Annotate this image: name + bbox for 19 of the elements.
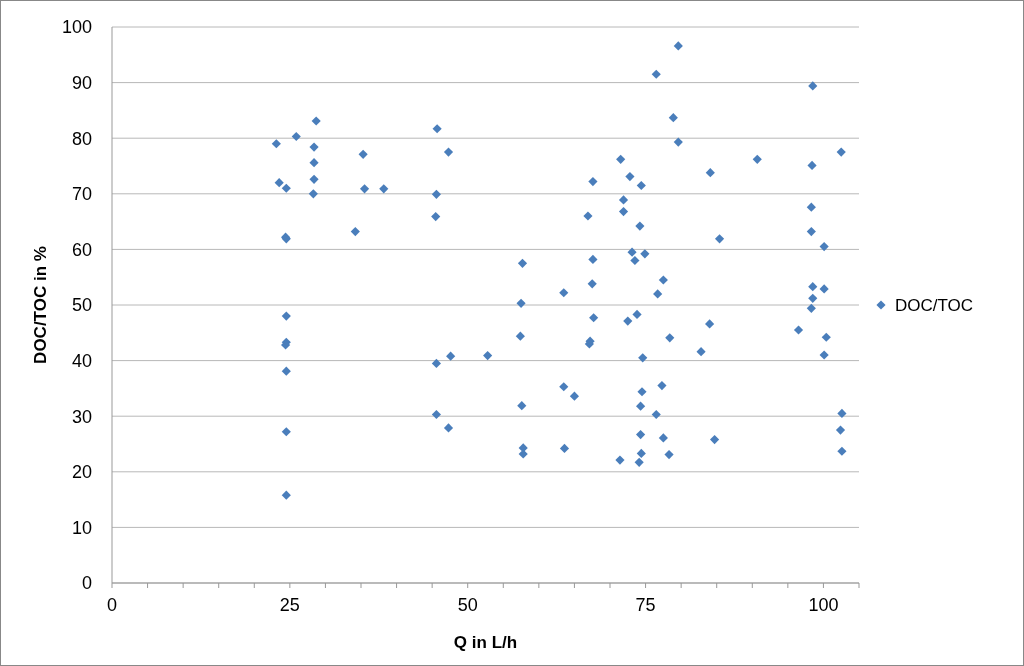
y-tick-label: 0 xyxy=(81,573,92,594)
y-tick-label: 20 xyxy=(71,462,92,483)
x-tick-label: 0 xyxy=(106,595,118,615)
y-tick-label: 40 xyxy=(71,350,92,371)
y-tick-label: 80 xyxy=(71,128,92,149)
y-tick-label: 10 xyxy=(71,517,92,538)
y-tick-label: 60 xyxy=(71,239,92,260)
y-tick-label: 100 xyxy=(61,17,92,38)
x-tick-label: 75 xyxy=(635,595,656,615)
legend-label: DOC/TOC xyxy=(895,295,974,315)
x-axis-title: Q in L/h xyxy=(453,633,518,652)
y-tick-label: 90 xyxy=(71,72,92,93)
y-tick-label: 50 xyxy=(71,295,92,316)
x-tick-label: 50 xyxy=(457,595,478,615)
y-tick-label: 30 xyxy=(71,406,92,427)
y-tick-label: 70 xyxy=(71,184,92,205)
x-tick-label: 100 xyxy=(808,595,839,615)
y-axis-title: DOC/TOC in % xyxy=(31,246,50,364)
x-tick-label: 25 xyxy=(279,595,300,615)
